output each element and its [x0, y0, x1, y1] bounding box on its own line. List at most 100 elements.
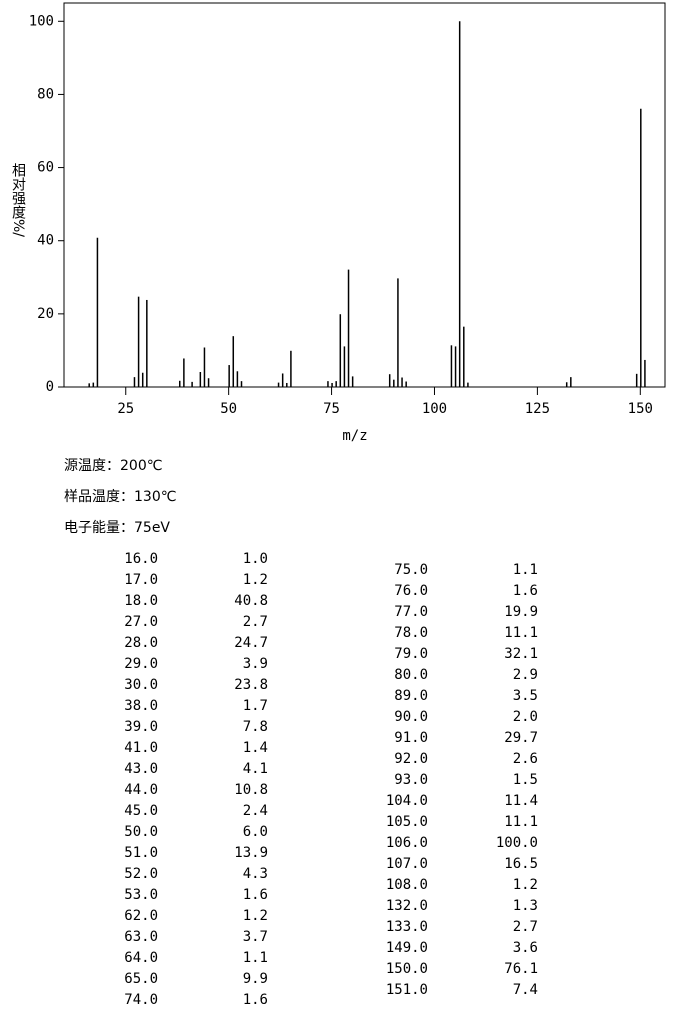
x-tick-label: 150 — [628, 401, 653, 417]
x-axis-label: m/z — [342, 428, 367, 444]
table-mz: 80.0 — [394, 667, 428, 683]
table-intensity: 1.3 — [513, 898, 538, 914]
table-intensity: 1.1 — [513, 562, 538, 578]
table-intensity: 2.9 — [513, 667, 538, 683]
table-intensity: 1.4 — [243, 740, 268, 756]
x-tick-label: 50 — [220, 401, 237, 417]
table-mz: 45.0 — [124, 803, 158, 819]
table-intensity: 2.7 — [513, 919, 538, 935]
table-mz: 76.0 — [394, 583, 428, 599]
table-intensity: 1.2 — [513, 877, 538, 893]
table-mz: 43.0 — [124, 761, 158, 777]
table-mz: 17.0 — [124, 572, 158, 588]
table-mz: 16.0 — [124, 551, 158, 567]
table-mz: 63.0 — [124, 929, 158, 945]
table-mz: 74.0 — [124, 992, 158, 1008]
table-mz: 65.0 — [124, 971, 158, 987]
table-mz: 30.0 — [124, 677, 158, 693]
info-line: 样品温度：130℃ — [64, 489, 176, 505]
y-tick-label: 100 — [29, 13, 54, 29]
table-mz: 62.0 — [124, 908, 158, 924]
table-mz: 149.0 — [386, 940, 428, 956]
table-intensity: 32.1 — [504, 646, 538, 662]
table-intensity: 1.5 — [513, 772, 538, 788]
table-intensity: 1.2 — [243, 908, 268, 924]
table-mz: 133.0 — [386, 919, 428, 935]
table-mz: 41.0 — [124, 740, 158, 756]
table-mz: 29.0 — [124, 656, 158, 672]
table-mz: 91.0 — [394, 730, 428, 746]
table-mz: 75.0 — [394, 562, 428, 578]
table-mz: 28.0 — [124, 635, 158, 651]
table-mz: 77.0 — [394, 604, 428, 620]
table-mz: 39.0 — [124, 719, 158, 735]
table-intensity: 23.8 — [234, 677, 268, 693]
table-intensity: 1.1 — [243, 950, 268, 966]
table-mz: 108.0 — [386, 877, 428, 893]
table-intensity: 11.1 — [504, 814, 538, 830]
table-intensity: 7.8 — [243, 719, 268, 735]
table-intensity: 3.6 — [513, 940, 538, 956]
table-mz: 89.0 — [394, 688, 428, 704]
table-intensity: 1.7 — [243, 698, 268, 714]
table-intensity: 1.6 — [243, 992, 268, 1008]
table-intensity: 1.6 — [513, 583, 538, 599]
x-tick-label: 125 — [525, 401, 550, 417]
plot-frame — [63, 2, 666, 388]
table-intensity: 11.1 — [504, 625, 538, 641]
x-tick-label: 75 — [323, 401, 340, 417]
table-intensity: 9.9 — [243, 971, 268, 987]
table-intensity: 19.9 — [504, 604, 538, 620]
table-mz: 107.0 — [386, 856, 428, 872]
table-mz: 104.0 — [386, 793, 428, 809]
table-intensity: 29.7 — [504, 730, 538, 746]
table-mz: 64.0 — [124, 950, 158, 966]
table-intensity: 40.8 — [234, 593, 268, 609]
table-intensity: 100.0 — [496, 835, 538, 851]
table-intensity: 10.8 — [234, 782, 268, 798]
table-intensity: 24.7 — [234, 635, 268, 651]
table-mz: 50.0 — [124, 824, 158, 840]
table-intensity: 1.0 — [243, 551, 268, 567]
table-mz: 51.0 — [124, 845, 158, 861]
table-intensity: 2.6 — [513, 751, 538, 767]
table-mz: 18.0 — [124, 593, 158, 609]
table-intensity: 16.5 — [504, 856, 538, 872]
table-intensity: 13.9 — [234, 845, 268, 861]
table-intensity: 4.3 — [243, 866, 268, 882]
table-intensity: 4.1 — [243, 761, 268, 777]
table-intensity: 2.4 — [243, 803, 268, 819]
table-mz: 52.0 — [124, 866, 158, 882]
table-mz: 150.0 — [386, 961, 428, 977]
table-mz: 106.0 — [386, 835, 428, 851]
y-tick-label: 0 — [46, 379, 54, 395]
table-intensity: 11.4 — [504, 793, 538, 809]
table-intensity: 76.1 — [504, 961, 538, 977]
table-intensity: 6.0 — [243, 824, 268, 840]
info-line: 源温度：200℃ — [64, 458, 162, 474]
table-intensity: 2.7 — [243, 614, 268, 630]
table-mz: 78.0 — [394, 625, 428, 641]
table-mz: 53.0 — [124, 887, 158, 903]
table-mz: 93.0 — [394, 772, 428, 788]
table-intensity: 1.6 — [243, 887, 268, 903]
table-intensity: 7.4 — [513, 982, 538, 998]
y-tick-label: 40 — [37, 233, 54, 249]
table-mz: 79.0 — [394, 646, 428, 662]
y-tick-label: 80 — [37, 86, 54, 102]
table-intensity: 3.9 — [243, 656, 268, 672]
table-mz: 151.0 — [386, 982, 428, 998]
table-mz: 27.0 — [124, 614, 158, 630]
table-mz: 90.0 — [394, 709, 428, 725]
table-intensity: 3.5 — [513, 688, 538, 704]
x-tick-label: 100 — [422, 401, 447, 417]
table-mz: 44.0 — [124, 782, 158, 798]
y-tick-label: 20 — [37, 306, 54, 322]
table-intensity: 1.2 — [243, 572, 268, 588]
table-mz: 132.0 — [386, 898, 428, 914]
table-mz: 38.0 — [124, 698, 158, 714]
table-intensity: 3.7 — [243, 929, 268, 945]
y-tick-label: 60 — [37, 160, 54, 176]
